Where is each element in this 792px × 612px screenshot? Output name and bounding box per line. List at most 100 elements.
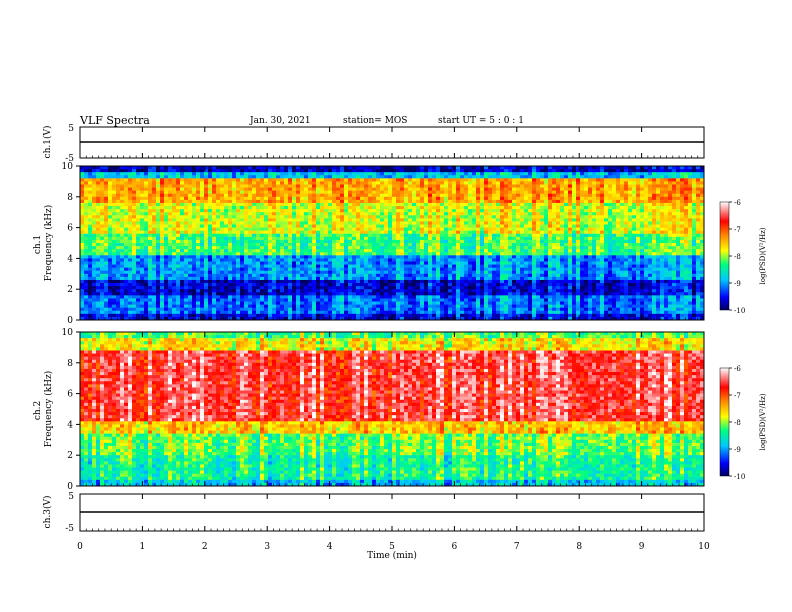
spec1-cell bbox=[240, 270, 245, 275]
spec1-cell bbox=[368, 206, 373, 210]
spec1-cell bbox=[440, 221, 445, 225]
spec1-cell bbox=[304, 279, 309, 284]
spec1-cell bbox=[156, 267, 161, 272]
spec1-cell bbox=[304, 172, 309, 176]
spec1-cell bbox=[344, 218, 349, 222]
spec1-cell bbox=[140, 196, 145, 201]
spec1-cell bbox=[404, 209, 409, 213]
spec1-cell bbox=[464, 307, 469, 312]
spec1-cell bbox=[176, 178, 181, 182]
spec1-cell bbox=[172, 264, 177, 269]
spec1-cell bbox=[152, 199, 157, 204]
spec1-cell bbox=[252, 184, 257, 188]
spec1-cell bbox=[292, 239, 297, 244]
spec1-cell bbox=[220, 199, 225, 204]
spec1-cell bbox=[432, 230, 437, 235]
spec1-cell bbox=[192, 298, 197, 302]
spec1-cell bbox=[396, 212, 401, 216]
spec1-cell bbox=[184, 218, 189, 222]
spec1-cell bbox=[416, 286, 421, 290]
spec1-cell bbox=[472, 212, 477, 216]
spec1-cell bbox=[176, 227, 181, 232]
spec1-cell bbox=[164, 279, 169, 284]
spec1-cell bbox=[396, 258, 401, 262]
spec1-cell bbox=[244, 267, 249, 272]
spec1-cell bbox=[180, 310, 185, 315]
spec1-cell bbox=[344, 252, 349, 256]
spec1-cell bbox=[240, 184, 245, 188]
spec1-cell bbox=[468, 187, 473, 192]
spec1-cell bbox=[84, 206, 89, 210]
spec1-cell bbox=[324, 190, 329, 195]
spec1-cell bbox=[280, 316, 285, 321]
spec1-cell bbox=[196, 267, 201, 272]
spec1-cell bbox=[340, 289, 345, 293]
spec1-cell bbox=[200, 230, 205, 235]
spec1-cell bbox=[236, 310, 241, 315]
spec1-cell bbox=[388, 166, 393, 170]
spec1-cell bbox=[244, 243, 249, 247]
spec1-cell bbox=[156, 307, 161, 312]
spec1-cell bbox=[460, 313, 465, 318]
spec1-cell bbox=[264, 298, 269, 302]
spec1-cell bbox=[112, 230, 117, 235]
spec1-cell bbox=[288, 255, 293, 259]
spec1-cell bbox=[304, 184, 309, 188]
spec1-cell bbox=[212, 246, 217, 250]
spec1-cell bbox=[212, 279, 217, 284]
spec1-cell bbox=[120, 292, 125, 296]
spec1-cell bbox=[368, 175, 373, 179]
spec1-cell bbox=[464, 233, 469, 238]
spec1-cell bbox=[300, 190, 305, 195]
spec1-cell bbox=[424, 298, 429, 302]
spec1-cell bbox=[208, 276, 213, 281]
spec1-cell bbox=[132, 187, 137, 192]
spec1-cell bbox=[468, 236, 473, 241]
spec1-cell bbox=[220, 175, 225, 179]
spec1-cell bbox=[260, 215, 265, 219]
spec1-cell bbox=[412, 258, 417, 262]
spec1-cell bbox=[444, 316, 449, 321]
spec1-cell bbox=[152, 249, 157, 253]
spec1-cell bbox=[152, 190, 157, 195]
spec1-cell bbox=[176, 276, 181, 281]
spec1-cell bbox=[312, 175, 317, 179]
spec1-cell bbox=[160, 258, 165, 262]
spec1-cell bbox=[180, 206, 185, 210]
spec1-cell bbox=[112, 224, 117, 228]
spec1-cell bbox=[300, 316, 305, 321]
spec1-cell bbox=[380, 230, 385, 235]
spec1-cell bbox=[148, 243, 153, 247]
spec1-cell bbox=[148, 261, 153, 265]
spec1-cell bbox=[476, 258, 481, 262]
spec1-cell bbox=[224, 276, 229, 281]
spec1-cell bbox=[220, 233, 225, 238]
spec1-cell bbox=[248, 310, 253, 315]
spec1-cell bbox=[124, 252, 129, 256]
spec1-cell bbox=[80, 255, 85, 259]
spec1-cell bbox=[324, 227, 329, 232]
spec1-cell bbox=[280, 246, 285, 250]
spec1-cell bbox=[180, 172, 185, 176]
spec1-cell bbox=[388, 310, 393, 315]
spec1-cell bbox=[300, 289, 305, 293]
spec1-cell bbox=[304, 307, 309, 312]
spec1-cell bbox=[280, 230, 285, 235]
spec1-cell bbox=[280, 252, 285, 256]
spec1-cell bbox=[196, 301, 201, 305]
spec1-cell bbox=[348, 224, 353, 228]
spec1-cell bbox=[348, 255, 353, 259]
spec1-cell bbox=[444, 233, 449, 238]
spec1-cell bbox=[348, 175, 353, 179]
spec1-cell bbox=[260, 181, 265, 185]
spec1-cell bbox=[124, 199, 129, 204]
spec1-cell bbox=[172, 236, 177, 241]
spec1-cell bbox=[464, 196, 469, 201]
spec1-cell bbox=[108, 199, 113, 204]
spec1-cell bbox=[172, 295, 177, 299]
spec1-cell bbox=[96, 175, 101, 179]
spec1-cell bbox=[348, 199, 353, 204]
spec1-cell bbox=[88, 316, 93, 321]
spec1-cell bbox=[252, 212, 257, 216]
spec1-cell bbox=[364, 175, 369, 179]
